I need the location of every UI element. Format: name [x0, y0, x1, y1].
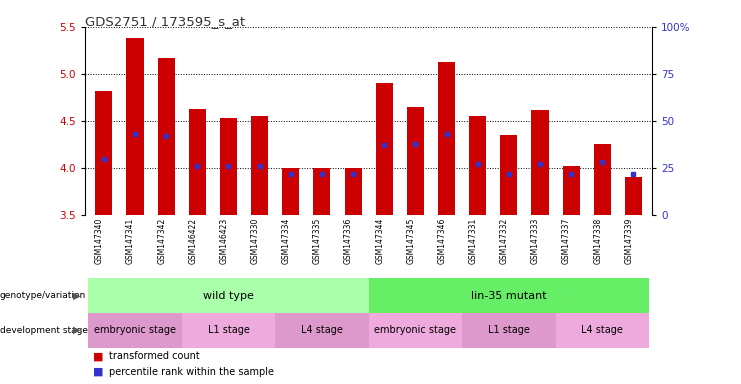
Bar: [158, 58, 175, 215]
Text: genotype/variation: genotype/variation: [0, 291, 86, 300]
Text: GSM147337: GSM147337: [562, 218, 571, 264]
Bar: [96, 91, 113, 215]
Text: ■: ■: [93, 351, 103, 361]
Text: GSM147346: GSM147346: [437, 218, 447, 264]
Bar: [500, 135, 517, 215]
Bar: [345, 168, 362, 215]
Text: GSM147330: GSM147330: [250, 218, 259, 264]
Text: GSM147345: GSM147345: [406, 218, 416, 264]
Text: GSM147342: GSM147342: [157, 218, 166, 264]
Text: GSM147341: GSM147341: [126, 218, 135, 264]
Text: GSM147333: GSM147333: [531, 218, 540, 264]
Text: GSM147332: GSM147332: [500, 218, 509, 264]
Text: ▶: ▶: [73, 291, 80, 301]
Text: L1 stage: L1 stage: [488, 325, 530, 335]
Text: transformed count: transformed count: [109, 351, 199, 361]
Bar: [556, 313, 649, 348]
Bar: [438, 62, 455, 215]
Text: GSM146423: GSM146423: [219, 218, 228, 264]
Bar: [531, 110, 548, 215]
Text: L4 stage: L4 stage: [301, 325, 343, 335]
Text: GSM147344: GSM147344: [375, 218, 385, 264]
Bar: [251, 116, 268, 215]
Text: embryonic stage: embryonic stage: [374, 325, 456, 335]
Text: development stage: development stage: [0, 326, 88, 335]
Text: lin-35 mutant: lin-35 mutant: [471, 291, 547, 301]
Bar: [376, 83, 393, 215]
Text: ▶: ▶: [73, 325, 80, 335]
Bar: [127, 38, 144, 215]
Bar: [469, 116, 486, 215]
Bar: [313, 168, 330, 215]
Bar: [88, 278, 368, 313]
Text: GSM147340: GSM147340: [95, 218, 104, 264]
Bar: [407, 107, 424, 215]
Text: GSM147334: GSM147334: [282, 218, 290, 264]
Bar: [562, 166, 579, 215]
Text: L1 stage: L1 stage: [207, 325, 250, 335]
Bar: [182, 313, 275, 348]
Bar: [189, 109, 206, 215]
Text: GDS2751 / 173595_s_at: GDS2751 / 173595_s_at: [85, 15, 245, 28]
Bar: [625, 177, 642, 215]
Text: GSM147336: GSM147336: [344, 218, 353, 264]
Bar: [462, 313, 556, 348]
Text: percentile rank within the sample: percentile rank within the sample: [109, 367, 274, 377]
Bar: [220, 118, 237, 215]
Bar: [368, 278, 649, 313]
Text: embryonic stage: embryonic stage: [94, 325, 176, 335]
Bar: [282, 168, 299, 215]
Bar: [275, 313, 368, 348]
Text: L4 stage: L4 stage: [581, 325, 623, 335]
Text: GSM147331: GSM147331: [468, 218, 478, 264]
Text: ■: ■: [93, 367, 103, 377]
Bar: [88, 313, 182, 348]
Text: GSM146422: GSM146422: [188, 218, 197, 264]
Bar: [594, 144, 611, 215]
Bar: [368, 313, 462, 348]
Text: GSM147338: GSM147338: [594, 218, 602, 264]
Text: GSM147335: GSM147335: [313, 218, 322, 264]
Text: wild type: wild type: [203, 291, 254, 301]
Text: GSM147339: GSM147339: [625, 218, 634, 264]
